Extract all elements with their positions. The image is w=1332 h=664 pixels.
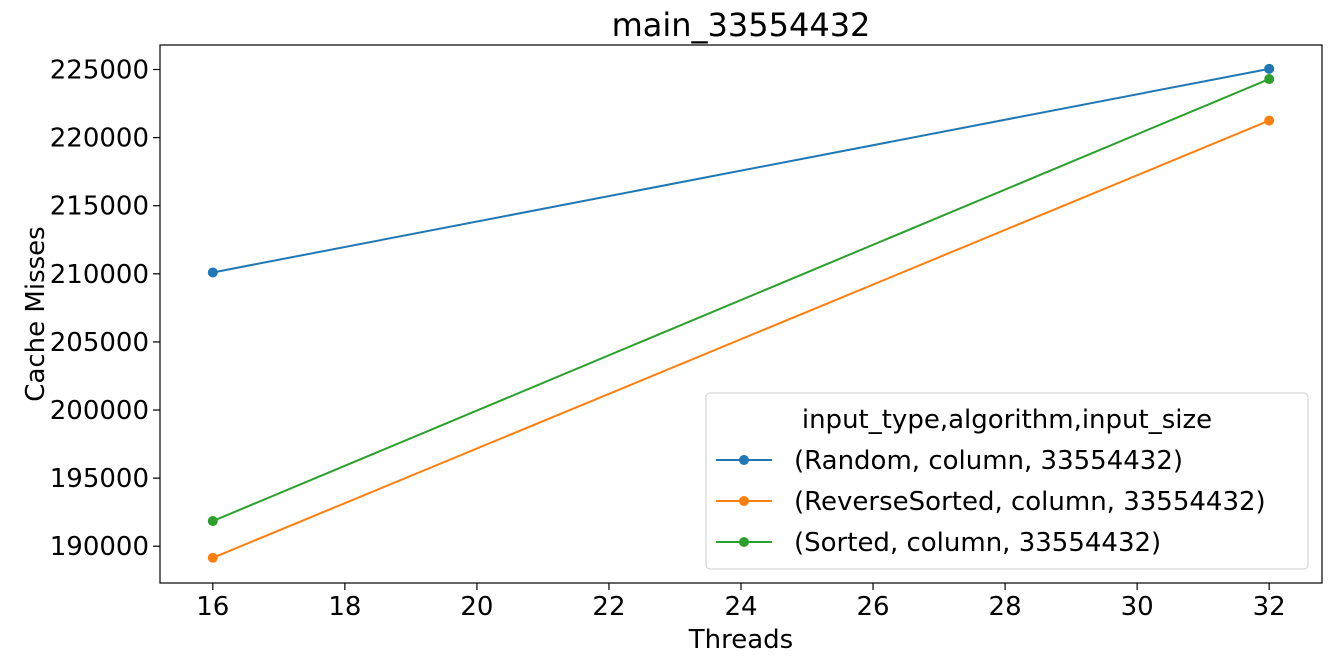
legend-entry-label: (Sorted, column, 33554432) — [794, 528, 1161, 558]
y-tick-label: 210000 — [50, 260, 149, 290]
x-tick-label: 18 — [328, 592, 361, 622]
plot-area: 16 18 20 22 24 26 28 30 32 190000 195000 200000 2050… — [50, 44, 1323, 622]
x-tick-label: 16 — [196, 592, 229, 622]
data-point — [1264, 115, 1275, 126]
y-axis-label: Cache Misses — [21, 226, 51, 401]
x-tick-label: 32 — [1253, 592, 1286, 622]
x-axis-label: Threads — [688, 625, 793, 655]
data-point — [1264, 63, 1275, 74]
legend-title: input_type,algorithm,input_size — [802, 405, 1212, 435]
x-tick-label: 28 — [989, 592, 1022, 622]
x-tick-label: 30 — [1121, 592, 1154, 622]
data-point — [207, 267, 218, 278]
legend-swatch-marker — [739, 496, 749, 506]
x-tick-label: 24 — [724, 592, 757, 622]
series-line-0 — [212, 67, 1270, 274]
data-point — [207, 552, 218, 563]
y-tick-label: 215000 — [50, 192, 149, 222]
legend-swatch-marker — [739, 455, 749, 465]
series-line-1 — [212, 119, 1270, 559]
legend-swatch-marker — [739, 537, 749, 547]
x-tick-label: 20 — [460, 592, 493, 622]
y-tick-label: 220000 — [50, 124, 149, 154]
y-tick-label: 195000 — [50, 464, 149, 494]
legend-entry-label: (Random, column, 33554432) — [794, 446, 1183, 476]
y-tick-label: 225000 — [50, 56, 149, 86]
x-tick-label: 26 — [856, 592, 889, 622]
legend-entry-label: (ReverseSorted, column, 33554432) — [794, 487, 1266, 517]
y-tick-label: 190000 — [50, 532, 149, 562]
data-point — [1264, 74, 1275, 85]
y-tick-label: 200000 — [50, 396, 149, 426]
legend-box — [705, 392, 1309, 570]
chart-title: main_33554432 — [612, 6, 871, 44]
legend: input_type,algorithm,input_size (Random, … — [705, 392, 1309, 570]
series-line-2 — [212, 78, 1270, 522]
y-tick-label: 205000 — [50, 328, 149, 358]
x-tick-label: 22 — [592, 592, 625, 622]
data-point — [207, 516, 218, 527]
